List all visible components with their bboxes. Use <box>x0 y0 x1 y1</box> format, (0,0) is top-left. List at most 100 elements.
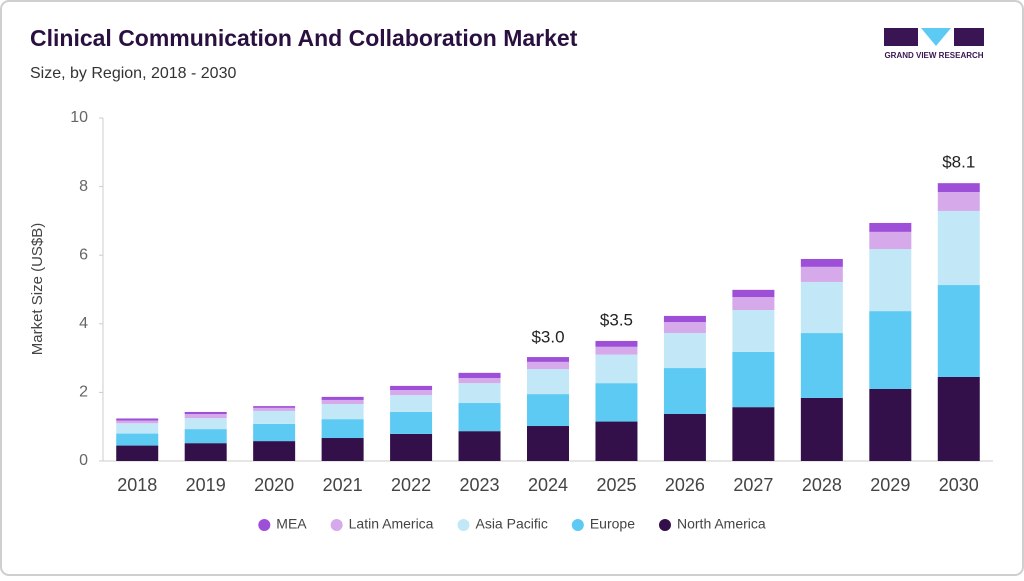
legend-label: MEA <box>276 516 307 532</box>
x-tick-label: 2019 <box>186 475 226 495</box>
legend-label: North America <box>677 516 766 532</box>
bar-segment <box>732 297 775 311</box>
y-axis-label: Market Size (US$B) <box>29 223 46 356</box>
total-label: $3.0 <box>531 328 564 347</box>
legend-swatch <box>658 519 671 531</box>
chart-title: Clinical Communication And Collaboration… <box>30 25 578 51</box>
x-tick-label: 2028 <box>802 475 842 495</box>
bar-segment <box>869 222 912 232</box>
legend-label: Europe <box>590 516 635 532</box>
bar-segment <box>527 357 569 362</box>
x-tick-label: 2030 <box>939 475 979 495</box>
bar-segment <box>253 441 296 461</box>
bar-segment <box>595 354 638 384</box>
bar-segment <box>184 429 227 444</box>
bar-segment <box>595 421 638 461</box>
bar-segment <box>663 315 706 323</box>
bar-segment <box>116 420 159 424</box>
bar-segment <box>321 419 364 439</box>
bar-segment <box>253 406 296 408</box>
legend-swatch <box>258 519 271 531</box>
bar-segment <box>869 311 912 389</box>
x-tick-label: 2022 <box>391 475 431 495</box>
x-tick-label: 2024 <box>528 475 568 495</box>
bar-segment <box>458 383 501 404</box>
chart-subtitle: Size, by Region, 2018 - 2030 <box>30 65 236 82</box>
bar-segment <box>732 407 775 461</box>
x-tick-label: 2023 <box>460 475 500 495</box>
bar-segment <box>595 383 638 422</box>
bar-segment <box>595 346 638 355</box>
x-tick-label: 2025 <box>596 475 636 495</box>
bar-segment <box>663 322 706 334</box>
legend: MEA Latin America Asia Pacific Europe North … <box>258 516 766 532</box>
bar-segment <box>458 403 501 432</box>
bar-segment <box>116 418 159 421</box>
bar-segment <box>527 426 569 461</box>
bar-segment <box>663 368 706 415</box>
logo: GRAND VIEW RESEARCH <box>884 28 984 60</box>
bar-segment <box>732 289 775 298</box>
logo-block <box>884 28 918 46</box>
bar-segment <box>253 407 296 411</box>
bar-segment <box>800 266 843 282</box>
bar-segment <box>390 385 433 390</box>
y-tick-label: 4 <box>79 315 88 332</box>
bar-segment <box>732 351 775 408</box>
bar-segment <box>937 285 980 377</box>
bar-segment <box>937 192 980 211</box>
x-tick-label: 2018 <box>117 475 157 495</box>
y-tick-label: 6 <box>79 246 88 263</box>
logo-block <box>921 28 951 46</box>
bar-segment <box>869 249 912 312</box>
bar-segment <box>937 183 980 193</box>
bar-segment <box>937 376 980 461</box>
bar-segment <box>390 411 433 434</box>
x-tick-label: 2026 <box>665 475 705 495</box>
bar-segment <box>458 431 501 461</box>
bar-segment <box>595 340 638 347</box>
bar-segment <box>800 281 843 334</box>
bar-segment <box>527 394 569 427</box>
bar-segment <box>184 443 227 461</box>
x-tick-label: 2029 <box>870 475 910 495</box>
bar-segment <box>458 377 501 384</box>
bar-segment <box>184 418 227 430</box>
bar-segment <box>321 399 364 405</box>
plot: 0 2 4 6 8 10 2018 2019 2020 2021 2022 2023 2024 $3.0 2… <box>70 109 993 495</box>
bar-segment <box>116 423 159 434</box>
bar-segment <box>663 414 706 461</box>
brand: GRAND VIEW RESEARCH <box>884 51 983 60</box>
bar-segment <box>800 258 843 267</box>
y-tick-label: 10 <box>70 109 88 126</box>
bar-segment <box>390 433 433 461</box>
total-label: $8.1 <box>942 153 975 172</box>
legend-label: Latin America <box>349 516 434 532</box>
bar-segment <box>253 410 296 424</box>
bar-segment <box>184 414 227 419</box>
bar-segment <box>184 411 227 415</box>
bar-segment <box>458 372 501 378</box>
x-tick-label: 2021 <box>323 475 363 495</box>
legend-swatch <box>571 519 584 531</box>
bar-segment <box>321 438 364 461</box>
legend-label: Asia Pacific <box>475 516 547 532</box>
logo-block <box>954 28 984 46</box>
bar-segment <box>800 333 843 398</box>
y-tick-label: 2 <box>79 384 88 401</box>
y-tick-label: 8 <box>79 178 88 195</box>
bar-segment <box>663 333 706 369</box>
bar-segment <box>869 388 912 461</box>
bar-segment <box>732 310 775 352</box>
bar-segment <box>390 389 433 396</box>
bar-segment <box>390 395 433 412</box>
bar-segment <box>800 397 843 461</box>
bar-segment <box>869 231 912 250</box>
bar-segment <box>253 423 296 442</box>
bar-segment <box>321 404 364 420</box>
bar-segment <box>937 210 980 286</box>
x-tick-label: 2027 <box>733 475 773 495</box>
bar-segment <box>527 361 569 370</box>
total-label: $3.5 <box>600 310 633 329</box>
